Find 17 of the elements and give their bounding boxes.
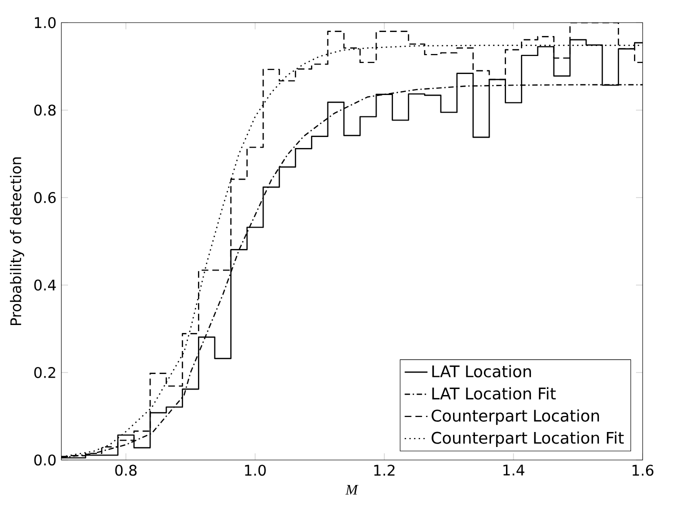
y-tick-label: 0.2: [34, 366, 56, 378]
legend-label: Counterpart Location Fit: [432, 431, 624, 447]
y-axis-title: Probability of detection: [10, 157, 24, 325]
y-tick-label: 1.0: [34, 16, 56, 28]
legend-label: LAT Location: [432, 364, 531, 378]
y-tick-label: 0.4: [34, 279, 56, 290]
y-tick-label: 0.8: [34, 104, 56, 116]
legend-label: LAT Location Fit: [432, 387, 556, 400]
x-tick-label: 1.6: [632, 464, 654, 476]
x-tick-label: 1.4: [503, 464, 524, 476]
y-tick-label: 0.0: [34, 454, 56, 466]
y-tick-label: 0.6: [34, 192, 56, 203]
x-axis-title: M: [345, 484, 358, 494]
x-tick-label: 1.0: [245, 464, 266, 476]
x-tick-label: 0.8: [115, 464, 137, 476]
x-tick-label: 1.2: [374, 464, 394, 476]
legend-label: Counterpart Location: [432, 409, 599, 425]
